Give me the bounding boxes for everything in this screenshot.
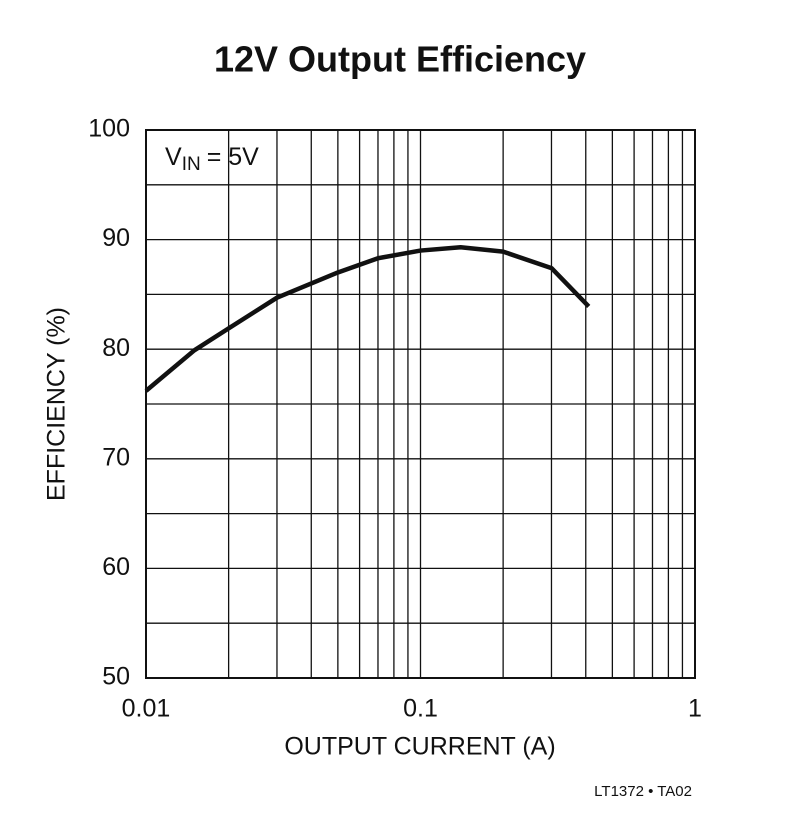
y-tick-label: 70 [102,443,130,471]
x-tick-label: 1 [688,695,702,723]
footnote: LT1372 • TA02 [594,783,692,800]
y-tick-label: 60 [102,553,130,581]
y-tick-label: 90 [102,224,130,252]
x-tick-label: 0.1 [403,695,438,723]
y-tick-label: 100 [88,115,130,143]
chart-title: 12V Output Efficiency [214,39,586,80]
annotation: VIN = 5V [165,143,259,175]
plot-frame [145,129,696,679]
annotation-text: V [165,143,182,171]
annotation-text: = 5V [207,143,259,171]
curve [144,245,591,393]
x-axis-label: OUTPUT CURRENT (A) [284,733,555,761]
y-tick-label: 80 [102,334,130,362]
annotation-subscript: IN [182,154,201,175]
y-axis-label: EFFICIENCY (%) [43,307,71,501]
x-tick-label: 0.01 [122,695,171,723]
y-tick-label: 50 [102,663,130,691]
